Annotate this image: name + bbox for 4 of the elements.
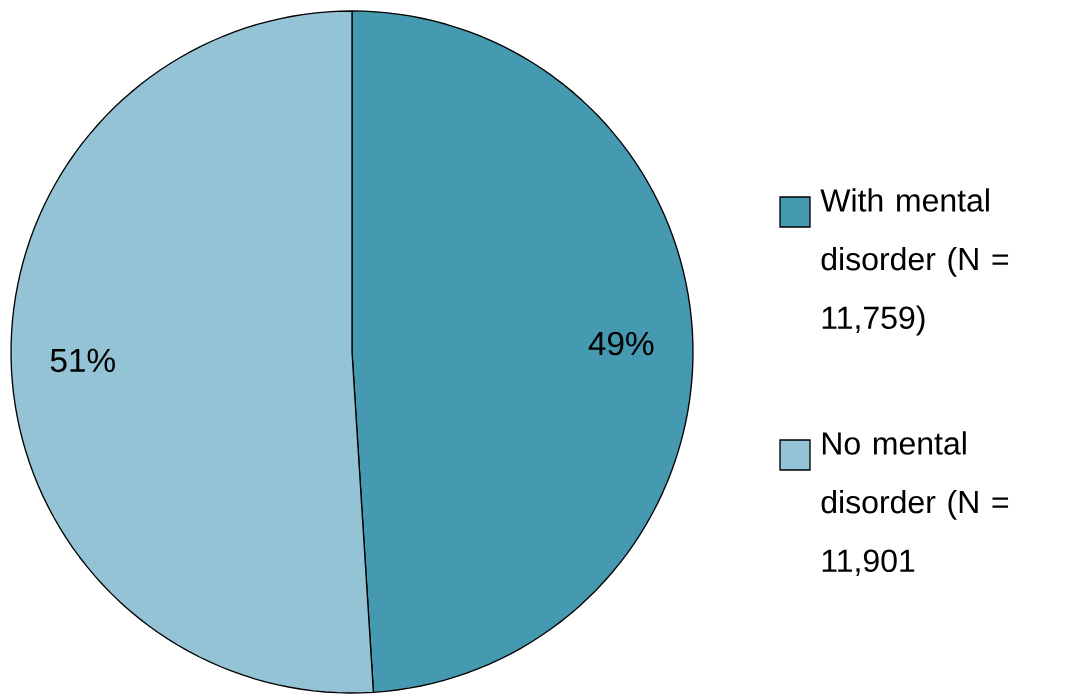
data-label: 49%: [588, 331, 654, 356]
legend-label: With mental disorder (N = 11,759): [820, 188, 1009, 336]
data-label: 51%: [50, 348, 115, 373]
legend-label: No mental disorder (N = 11,901: [821, 431, 1009, 576]
